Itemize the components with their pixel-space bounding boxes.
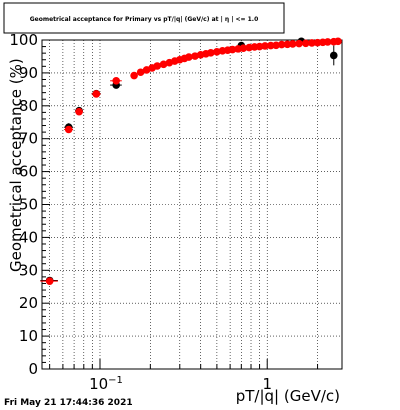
data-point: [207, 49, 215, 57]
data-point: [308, 39, 316, 47]
x-tick-labels: 10−1 1: [89, 375, 272, 393]
data-point: [261, 42, 269, 50]
data-point: [45, 277, 54, 285]
chart-title: Geometrical acceptance for Primary vs pT…: [30, 16, 259, 23]
y-tick-label: 0: [28, 360, 38, 378]
data-point: [191, 52, 199, 60]
black-series: [40, 37, 338, 285]
timestamp-label: Fri May 21 17:44:36 2021: [4, 398, 133, 408]
data-point: [153, 62, 162, 70]
data-point: [334, 37, 342, 46]
data-point: [92, 90, 101, 98]
data-point: [130, 71, 138, 80]
data-point: [64, 125, 73, 134]
data-point: [329, 51, 338, 60]
x-tick-exponent: −1: [108, 375, 123, 386]
y-tick-label: 10: [19, 327, 38, 345]
y-axis-title: Geometrical acceptance (%): [7, 58, 25, 272]
data-point: [112, 76, 120, 85]
data-point: [295, 39, 303, 48]
x-tick-label: 1: [262, 375, 272, 393]
y-tick-label: 30: [19, 261, 38, 279]
data-point: [301, 39, 310, 48]
y-tick-label: 90: [19, 64, 38, 82]
data-point: [213, 48, 221, 56]
x-tick-base: 1: [262, 375, 272, 393]
red-series: [40, 37, 342, 285]
data-point: [239, 44, 248, 53]
data-point: [288, 40, 297, 48]
title-box: [3, 2, 285, 34]
y-tick-label: 70: [19, 130, 38, 148]
data-point: [185, 53, 193, 61]
y-tick-labels: 0 10 20 30 40 50 60 70 80 90 100: [9, 31, 38, 378]
axis-ticks: [42, 39, 319, 370]
y-tick-label: 20: [19, 294, 38, 312]
y-tick-label: 80: [19, 97, 38, 115]
data-point: [277, 40, 286, 49]
data-point: [323, 38, 332, 46]
data-point: [159, 60, 168, 69]
x-axis-title: pT/|q| (GeV/c): [236, 387, 340, 405]
y-tick-label: 60: [19, 163, 38, 181]
data-point: [228, 45, 237, 54]
x-tick-base: 10: [89, 375, 108, 393]
data-point: [75, 107, 83, 116]
y-tick-label: 50: [19, 196, 38, 214]
grid-lines: [42, 40, 342, 369]
data-point: [136, 68, 145, 77]
x-tick-label: 10−1: [89, 375, 123, 393]
data-series: [40, 37, 342, 285]
y-tick-label: 40: [19, 228, 38, 246]
data-point: [272, 41, 280, 50]
y-tick-label: 100: [9, 31, 38, 49]
